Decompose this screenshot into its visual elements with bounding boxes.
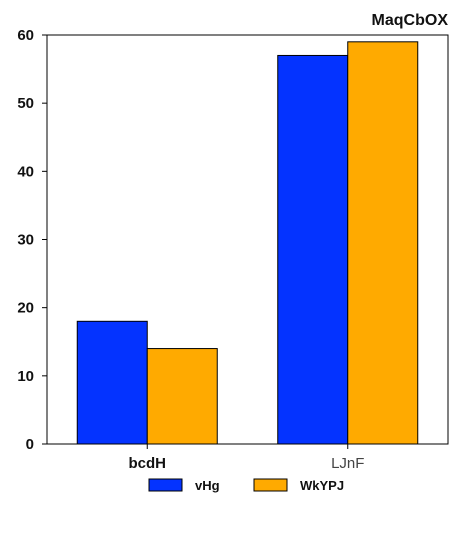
bars-group [76, 41, 419, 445]
y-tick-label: 30 [17, 232, 34, 249]
legend: vHg WkYPJ [148, 478, 344, 493]
x-axis: bcdH LJnF [129, 444, 364, 472]
y-tick-label: 40 [17, 163, 34, 180]
y-tick-label: 20 [17, 300, 34, 317]
legend-label-vHg: vHg [195, 478, 220, 493]
legend-label-WkYPJ: WkYPJ [300, 478, 344, 493]
bar-vHg-LJnF [277, 54, 349, 445]
y-tick-label: 0 [26, 436, 34, 453]
chart-title: MaqCbOX [372, 12, 449, 29]
x-tick-label: bcdH [129, 455, 167, 472]
legend-swatch-WkYPJ [253, 478, 288, 492]
legend-swatch-vHg [148, 478, 183, 492]
bar-WkYPJ-bcdH [146, 348, 218, 445]
x-tick-label: LJnF [331, 455, 364, 472]
y-tick-label: 60 [17, 27, 34, 44]
y-axis: 0 10 20 30 40 50 60 [17, 27, 47, 453]
y-tick-label: 50 [17, 95, 34, 112]
bar-vHg-bcdH [76, 320, 148, 445]
y-tick-label: 10 [17, 368, 34, 385]
bar-WkYPJ-LJnF [347, 41, 419, 445]
